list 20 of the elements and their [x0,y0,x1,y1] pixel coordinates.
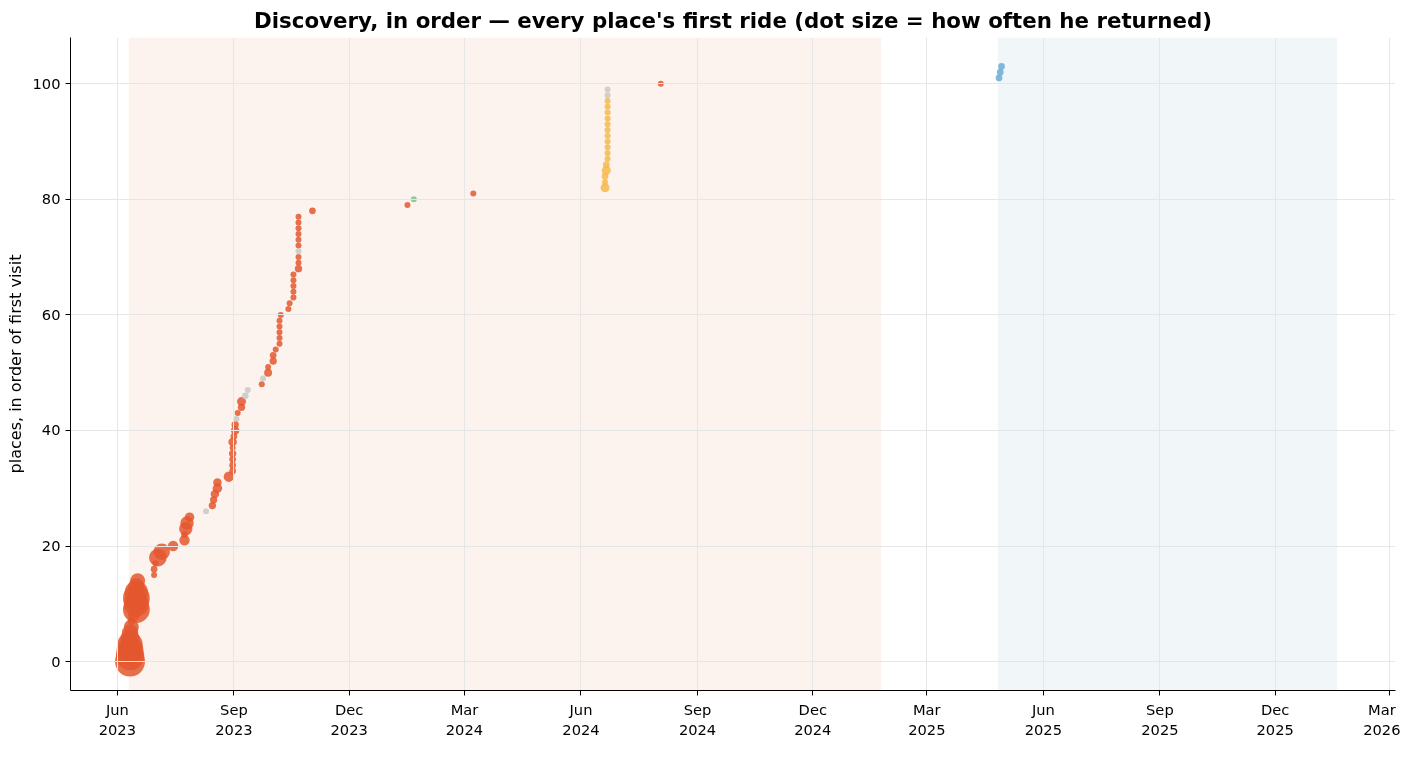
x-tick-label: Sep 2025 [1141,700,1179,738]
y-tick-label: 80 [41,190,61,208]
y-tick-label: 20 [41,537,61,555]
x-tick-label: Jun 2025 [1024,700,1063,738]
x-tick-label: Sep 2023 [215,700,253,738]
x-tick-label: Dec 2024 [794,700,832,738]
x-tick-label: Jun 2024 [562,700,600,738]
x-tick-label: Mar 2026 [1363,700,1401,738]
y-tick-label: 100 [32,74,61,92]
x-tick-label: Jun 2023 [98,700,137,738]
y-tick-label: 60 [41,305,61,323]
x-tick-label: Sep 2024 [678,700,717,738]
y-tick-label: 40 [41,421,61,439]
chart-title: Discovery, in order — every place's first ride (dot size = how often he returned) [254,7,1212,33]
x-tick-label: Mar 2025 [908,700,946,738]
y-tick-label: 0 [51,652,61,670]
y-axis-title: places, in order of first visit [5,254,25,474]
x-tick-label: Mar 2024 [445,700,484,738]
x-tick-label: Dec 2023 [330,700,368,738]
x-tick-label: Dec 2025 [1256,700,1294,738]
